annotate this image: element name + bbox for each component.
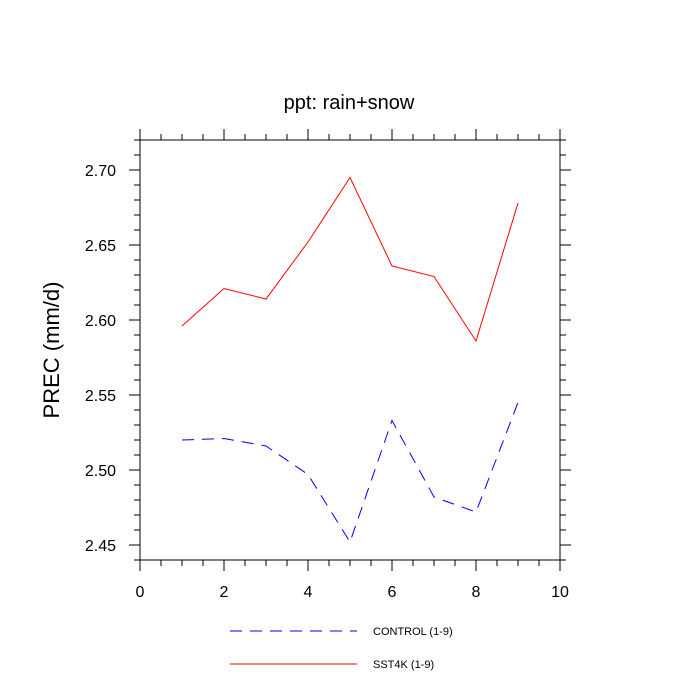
data-point — [391, 420, 393, 422]
y-tick-label: 2.45 — [85, 538, 116, 555]
data-point — [391, 265, 393, 267]
plot-frame — [139, 139, 561, 561]
data-point — [349, 177, 351, 179]
x-tick-label: 6 — [388, 584, 397, 601]
data-point — [517, 402, 519, 404]
x-tick-label: 10 — [551, 584, 569, 601]
x-tick-label: 0 — [136, 584, 145, 601]
y-tick-label: 2.70 — [85, 163, 116, 180]
data-point — [181, 439, 183, 441]
chart-title: ppt: rain+snow — [284, 92, 415, 114]
data-point — [433, 276, 435, 278]
data-point — [475, 511, 477, 513]
y-tick-label: 2.55 — [85, 388, 116, 405]
legend-label: CONTROL (1-9) — [373, 626, 453, 638]
y-tick-label: 2.65 — [85, 238, 116, 255]
data-point — [265, 445, 267, 447]
y-tick-label: 2.60 — [85, 313, 116, 330]
data-point — [517, 202, 519, 204]
data-point — [223, 438, 225, 440]
y-axis-title: PREC (mm/d) — [39, 282, 64, 419]
x-tick-label: 2 — [220, 584, 229, 601]
x-tick-label: 4 — [304, 584, 313, 601]
legend-label: SST4K (1-9) — [373, 659, 434, 671]
x-tick-label: 8 — [472, 584, 481, 601]
data-point — [181, 325, 183, 327]
data-point — [307, 241, 309, 243]
data-point — [475, 340, 477, 342]
series-line-2 — [181, 176, 519, 343]
series-line-1 — [181, 402, 519, 544]
y-tick-label: 2.50 — [85, 463, 116, 480]
data-point — [307, 474, 309, 476]
data-point — [265, 298, 267, 300]
data-point — [433, 496, 435, 498]
data-point — [223, 288, 225, 290]
data-point — [349, 541, 351, 543]
